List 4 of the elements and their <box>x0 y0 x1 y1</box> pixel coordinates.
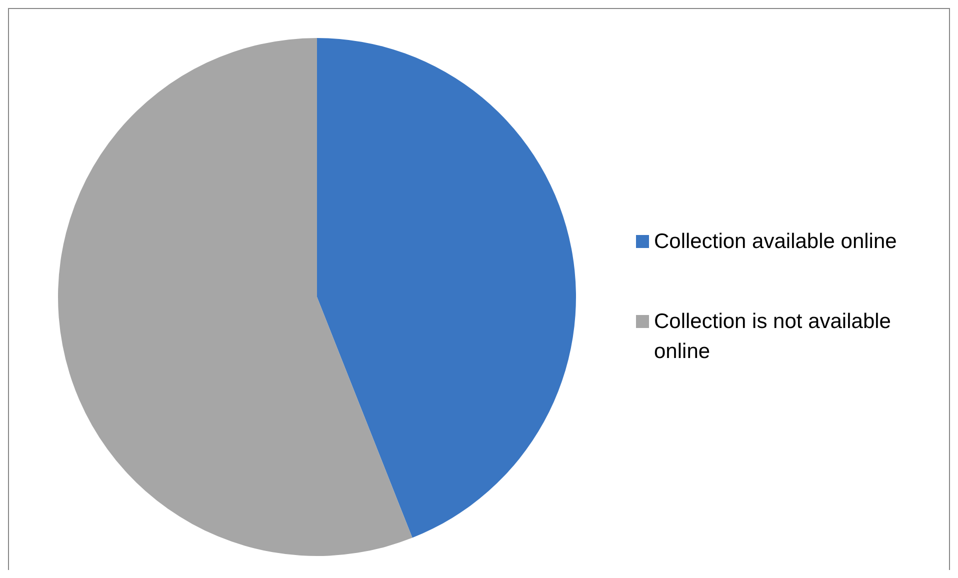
pie-slice <box>317 38 576 538</box>
legend-label: Collection is not available online <box>654 310 891 363</box>
pie-slice <box>58 38 412 556</box>
legend-label: Collection available online <box>654 230 897 253</box>
